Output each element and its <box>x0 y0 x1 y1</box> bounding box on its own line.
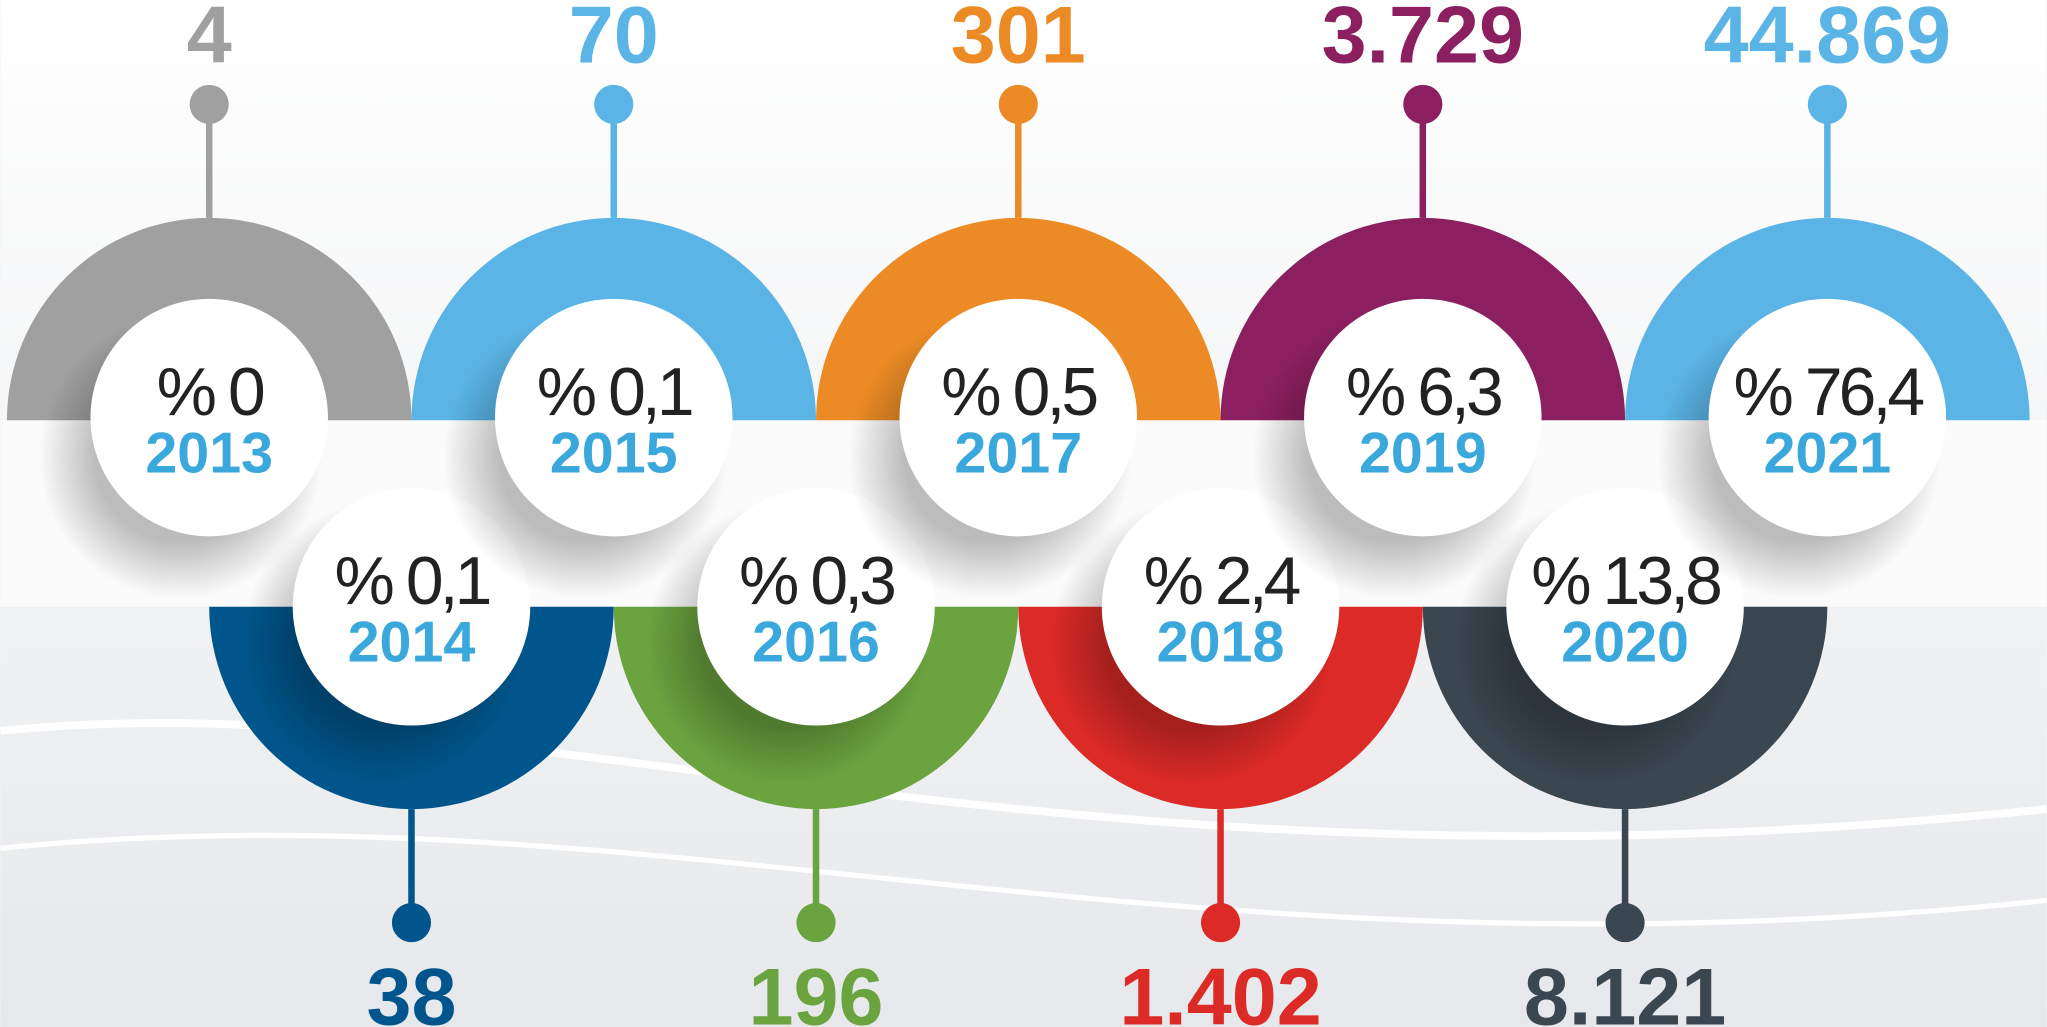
year: 2013 <box>145 421 273 485</box>
inner-circle <box>899 298 1138 537</box>
dot <box>1200 903 1241 943</box>
inner-circle <box>292 488 531 726</box>
percent: % 0,1 <box>537 355 692 430</box>
inner-circle <box>1708 298 1947 537</box>
inner-circle <box>494 298 733 537</box>
percent: % 0,5 <box>941 355 1096 430</box>
wave <box>0 832 2047 927</box>
count: 3.729 <box>1322 0 1524 81</box>
inner-circle <box>1101 488 1340 726</box>
inner-circle <box>1304 298 1542 537</box>
percent: % 0,3 <box>739 544 894 619</box>
year: 2016 <box>752 611 880 675</box>
percent: % 76,4 <box>1733 355 1923 430</box>
inner-circle <box>697 488 935 726</box>
dot <box>1807 84 1847 124</box>
year: 2019 <box>1359 421 1487 485</box>
dot <box>189 84 229 124</box>
count: 4 <box>187 0 232 81</box>
count: 44.869 <box>1704 0 1951 81</box>
count: 38 <box>366 952 456 1027</box>
dot <box>594 84 634 124</box>
dot <box>391 903 432 943</box>
year: 2020 <box>1561 611 1689 675</box>
dot <box>1403 84 1443 124</box>
year: 2021 <box>1763 421 1891 485</box>
count: 196 <box>749 952 884 1027</box>
dot <box>998 84 1038 124</box>
percent: % 0 <box>157 355 264 430</box>
count: 1.402 <box>1119 952 1321 1027</box>
inner-circle <box>90 298 328 537</box>
percent: % 6,3 <box>1346 355 1501 430</box>
year: 2015 <box>550 421 678 485</box>
dot <box>1605 903 1645 943</box>
count: 301 <box>951 0 1086 81</box>
year: 2018 <box>1157 611 1285 675</box>
percent: % 13,8 <box>1531 544 1720 619</box>
year: 2017 <box>954 421 1082 485</box>
percent: % 0,1 <box>335 544 490 619</box>
count: 8.121 <box>1524 952 1726 1027</box>
count: 70 <box>569 0 659 81</box>
percent: % 2,4 <box>1144 544 1300 619</box>
year: 2014 <box>348 611 476 675</box>
inner-circle <box>1506 488 1744 726</box>
dot <box>796 903 836 943</box>
